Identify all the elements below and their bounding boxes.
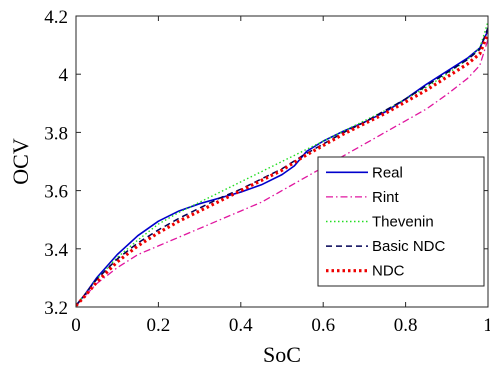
legend-label: Basic NDC	[372, 238, 446, 255]
y-tick-label: 3.4	[44, 240, 68, 261]
x-tick-label: 1	[483, 315, 490, 336]
legend-items: Real Rint Thevenin Basic NDC NDC	[326, 164, 446, 280]
y-tick-label: 4	[59, 65, 69, 86]
series-line-thevenin	[76, 21, 488, 306]
x-tick-label: 0.6	[311, 315, 335, 336]
y-axis-title: OCV	[8, 138, 33, 185]
legend-label: Rint	[372, 189, 400, 206]
x-tick-label: 0.8	[394, 315, 418, 336]
y-tick-labels: 3.2 3.4 3.6 3.8 4 4.2	[44, 7, 68, 319]
series-line-ndc	[76, 32, 488, 307]
series-line-real	[76, 30, 488, 307]
y-tick-label: 4.2	[44, 7, 68, 28]
legend-label: Real	[372, 164, 403, 181]
plot-border	[75, 15, 489, 308]
series-line-rint	[76, 39, 488, 306]
x-tick-label: 0	[71, 315, 81, 336]
x-axis-title: SoC	[263, 342, 301, 367]
y-tick-label: 3.2	[44, 298, 68, 319]
x-tick-label: 0.4	[229, 315, 253, 336]
x-tick-labels: 0 0.2 0.4 0.6 0.8 1	[71, 315, 490, 336]
legend-label: NDC	[372, 263, 405, 280]
x-tick-label: 0.2	[147, 315, 171, 336]
legend: Real Rint Thevenin Basic NDC NDC	[317, 156, 485, 287]
y-tick-label: 3.6	[44, 182, 68, 203]
legend-label: Thevenin	[372, 214, 434, 231]
series-group	[76, 21, 488, 307]
legend-box	[317, 156, 485, 287]
y-tick-label: 3.8	[44, 123, 68, 144]
